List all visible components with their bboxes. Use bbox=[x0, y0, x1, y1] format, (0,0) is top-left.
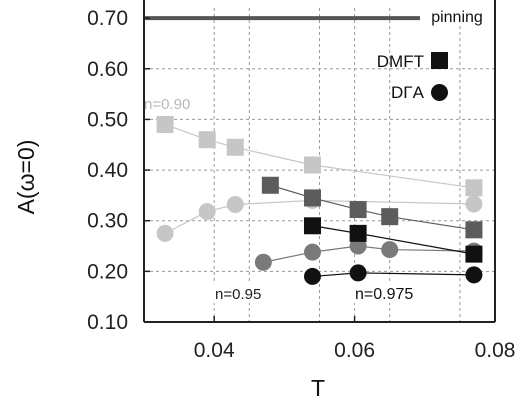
annotation-n095-bg bbox=[210, 283, 284, 303]
x-tick-label: 0.08 bbox=[475, 339, 516, 362]
series-line bbox=[270, 184, 475, 231]
data-point-square bbox=[198, 131, 216, 149]
annotation-n095: n=0.95 bbox=[215, 286, 261, 303]
y-tick-label: 0.50 bbox=[87, 108, 128, 131]
data-point-circle bbox=[198, 203, 216, 221]
axis-ticks: 0.10 0.20 0.30 0.40 0.50 0.60 0.70 0.04 0.06 0.08 bbox=[87, 7, 515, 362]
y-axis-label: A(ω=0) bbox=[13, 140, 39, 215]
data-point-circle bbox=[303, 267, 321, 285]
data-point-circle bbox=[465, 266, 483, 284]
data-point-square bbox=[303, 217, 321, 235]
data-point-circle bbox=[226, 196, 244, 214]
data-point-circle bbox=[381, 241, 399, 259]
data-point-circle bbox=[156, 224, 174, 242]
series-line bbox=[312, 272, 474, 278]
annotation-n090: n=0.90 bbox=[144, 96, 190, 113]
annotation-n0975: n=0.975 bbox=[355, 286, 413, 303]
legend-marker-circle bbox=[431, 84, 448, 101]
data-point-square bbox=[261, 176, 279, 194]
y-tick-label: 0.10 bbox=[87, 311, 128, 334]
pinning-label-bg bbox=[420, 7, 494, 26]
x-tick-label: 0.06 bbox=[334, 339, 375, 362]
legend: DMFT DΓA bbox=[377, 52, 448, 102]
legend-label-dga: DΓA bbox=[391, 83, 425, 102]
y-tick-label: 0.60 bbox=[87, 58, 128, 81]
x-tick-label: 0.04 bbox=[194, 339, 235, 362]
data-point-square bbox=[465, 245, 483, 263]
data-point-square bbox=[465, 179, 483, 197]
annotation-n0975-bg bbox=[350, 283, 432, 303]
data-point-square bbox=[349, 224, 367, 242]
data-point-square bbox=[156, 115, 174, 133]
y-tick-label: 0.40 bbox=[87, 159, 128, 182]
data-point-square bbox=[349, 201, 367, 219]
plot-frame bbox=[143, 0, 496, 323]
data-point-square bbox=[381, 208, 399, 226]
data-point-circle bbox=[465, 195, 483, 213]
data-point-square bbox=[226, 138, 244, 156]
data-point-circle bbox=[254, 253, 272, 271]
data-point-square bbox=[303, 189, 321, 207]
legend-marker-square bbox=[431, 52, 448, 69]
data-point-circle bbox=[303, 243, 321, 261]
series-markers bbox=[156, 115, 483, 285]
legend-label-dmft: DMFT bbox=[377, 52, 424, 71]
pinning-line: pinning bbox=[144, 7, 495, 26]
y-tick-label: 0.70 bbox=[87, 7, 128, 30]
data-point-circle bbox=[349, 264, 367, 282]
data-point-square bbox=[303, 156, 321, 174]
y-tick-label: 0.30 bbox=[87, 210, 128, 233]
annotations: n=0.90 n=0.95 n=0.975 bbox=[144, 96, 432, 303]
pinning-label: pinning bbox=[431, 9, 483, 26]
y-tick-label: 0.20 bbox=[87, 260, 128, 283]
x-axis-label: T bbox=[311, 375, 325, 401]
data-point-square bbox=[465, 221, 483, 239]
